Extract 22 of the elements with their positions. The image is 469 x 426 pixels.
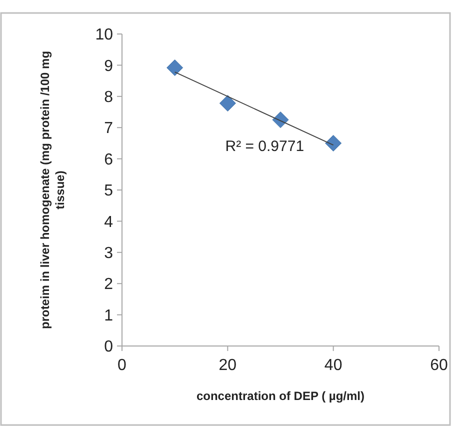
x-tick-label: 0 [118,357,127,374]
point [219,95,236,112]
x-tick-label: 40 [324,357,342,374]
point [166,59,184,76]
y-tick-label: 1 [104,307,114,324]
point [325,134,342,152]
y-tick-label: 10 [95,26,114,44]
y-tick-label: 6 [104,151,114,168]
y-tick-label: 2 [104,276,114,294]
x-axis-title: concentration of DEP ( µg/ml) [196,389,365,403]
y-tick-label: 4 [104,214,114,231]
y-tick-label: 0 [104,338,114,356]
annotation: R² = 0.9771 [225,138,304,155]
x-tick-label: 20 [218,357,237,374]
x-tick-label: 60 [430,357,448,374]
y-tick-label: 9 [104,58,114,75]
y-tick-label: 8 [104,89,114,106]
point [272,112,289,128]
y-tick-label: 3 [104,245,114,262]
y-axis-title: proteim in liver homogenate (mg protein /100 mg tissue) [38,50,67,330]
y-tick-label: 7 [104,120,114,138]
y-tick-label: 5 [104,182,114,200]
